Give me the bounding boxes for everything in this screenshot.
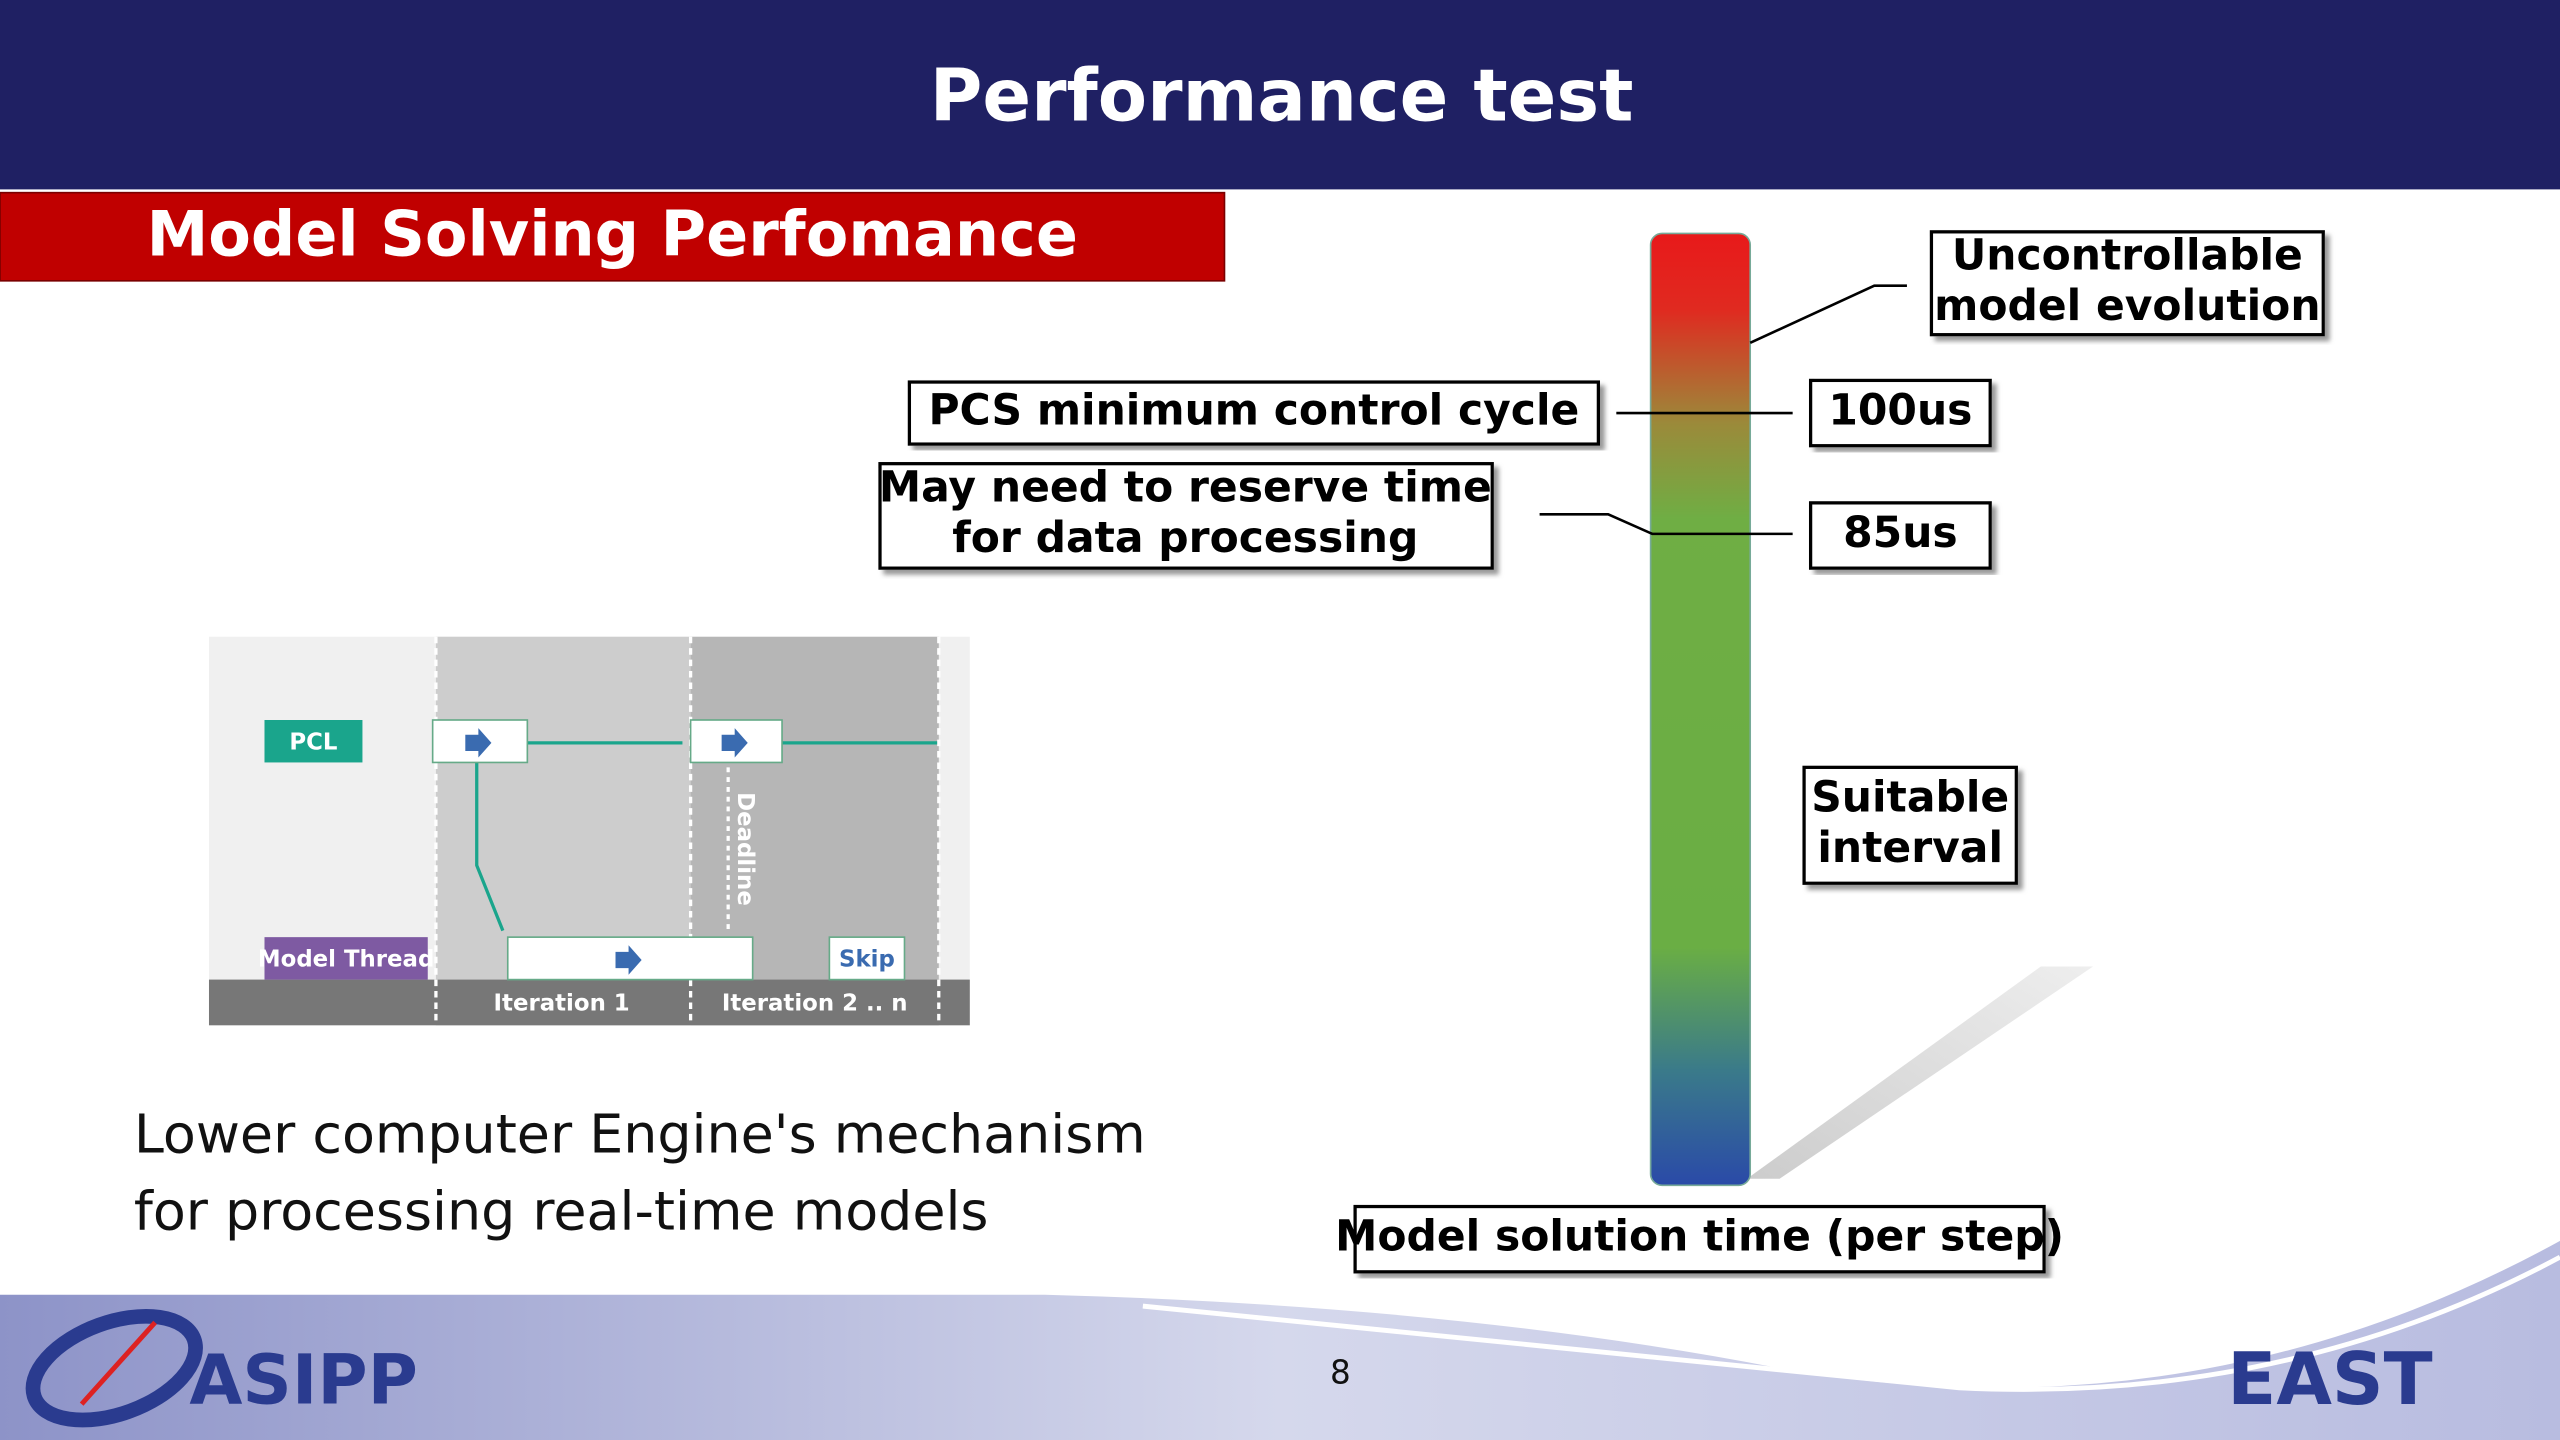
- iteration-label: Iteration 1: [494, 991, 630, 1017]
- caption: Lower computer Engine's mechanism: [134, 1103, 1146, 1166]
- icon: [615, 945, 642, 975]
- caption: for processing real-time models: [134, 1179, 989, 1242]
- timing-diagram: PCL Model Thread Skip Deadline Iteration…: [208, 636, 970, 1026]
- label-box: [1802, 765, 2018, 885]
- label-box: [1929, 230, 2325, 337]
- logo-ring: [25, 1308, 203, 1428]
- section-title: Model Solving Perfomance: [147, 197, 1078, 270]
- iteration-bar: [208, 979, 970, 1026]
- axis-label: Model solution time (per step): [1335, 1213, 2064, 1262]
- label: Suitable: [1811, 773, 2009, 822]
- leader-line: [1539, 512, 1793, 536]
- bar-shadow: [1746, 966, 2094, 1179]
- footer-band: [0, 1240, 2560, 1440]
- label: 100us: [1828, 387, 1972, 436]
- iteration-label: Iteration 2 .. n: [722, 991, 908, 1017]
- skip-label: Skip: [839, 947, 895, 973]
- right-logo: EAST: [2227, 1337, 2432, 1421]
- left-logo: ASIPP: [189, 1341, 417, 1421]
- label: model evolution: [1934, 282, 2320, 331]
- section-bar: [0, 191, 1226, 282]
- icon: [465, 728, 492, 758]
- label: for data processing: [952, 514, 1418, 563]
- label: Uncontrollable: [1952, 231, 2303, 280]
- label: PCS minimum control cycle: [928, 387, 1579, 436]
- leader-line: [1749, 284, 1907, 345]
- page-number: 8: [1330, 1354, 1351, 1392]
- label-box: [878, 462, 1494, 570]
- label-box: [907, 380, 1600, 446]
- header-bar: [0, 0, 2560, 190]
- label: interval: [1817, 824, 2003, 873]
- label: May need to reserve time: [879, 463, 1492, 512]
- time-bar: [1649, 232, 1752, 1187]
- deadline-label: Deadline: [732, 792, 758, 906]
- arrow: [475, 762, 505, 932]
- icon: [721, 728, 748, 758]
- label-box: [1353, 1204, 2046, 1274]
- slide-title: Performance test: [930, 54, 1634, 138]
- label-box: [1808, 378, 1992, 448]
- pcl-label: PCL: [289, 729, 337, 755]
- label: 85us: [1843, 509, 1958, 558]
- model-thread-tag: [264, 937, 428, 980]
- footer-swoosh: [1142, 1254, 2560, 1392]
- label-box: [1808, 501, 1992, 570]
- pcl-tag: [264, 720, 363, 763]
- logo-mark: [79, 1320, 157, 1406]
- skip-box: [828, 936, 906, 981]
- model-thread-label: Model Thread: [258, 947, 434, 973]
